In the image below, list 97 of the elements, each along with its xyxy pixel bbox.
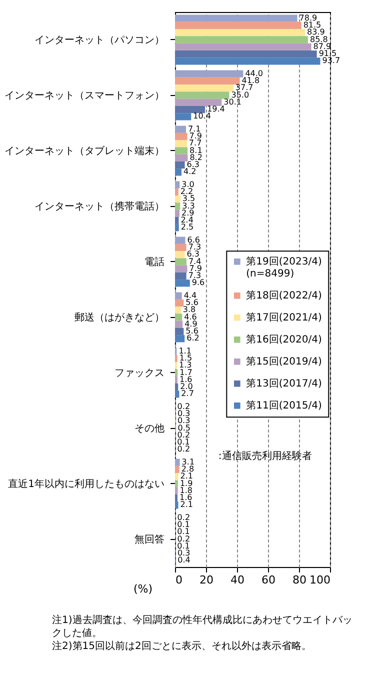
data-label: 10.4 <box>193 112 211 121</box>
data-label: 7.1 <box>188 124 201 134</box>
data-label: 0.2 <box>177 534 190 544</box>
data-label: 7.7 <box>188 138 202 148</box>
data-label: 3.5 <box>182 194 196 204</box>
data-label: 2.1 <box>180 500 193 510</box>
data-label: 19.4 <box>207 104 225 114</box>
text: 注1)過去調査は、今回調査の性年代構成比にあわせてウエイトバックした値。 <box>52 615 352 639</box>
data-label: 44.0 <box>245 68 264 78</box>
x-tick-label: 80 <box>292 574 306 586</box>
data-label: 1.6 <box>179 374 192 384</box>
data-label: 35.0 <box>231 90 250 100</box>
data-label: 87.9 <box>313 42 332 51</box>
data-label: 30.1 <box>224 97 242 106</box>
data-label: 83.9 <box>307 28 325 37</box>
data-label: 1.5 <box>179 353 192 362</box>
data-label: 0.2 <box>177 444 190 454</box>
data-label: 8.1 <box>190 146 202 155</box>
data-label: 41.8 <box>242 76 260 85</box>
data-label: 2.7 <box>181 389 194 398</box>
data-label: 2.8 <box>181 464 194 474</box>
data-label: 2.5 <box>180 222 194 232</box>
x-axis-title: (%) <box>134 582 153 596</box>
x-tick-label: 0 <box>176 574 182 586</box>
y-tick-label: ファックス <box>114 368 164 379</box>
data-label: 1.6 <box>179 493 192 502</box>
data-label: 3.8 <box>182 305 196 314</box>
legend-label: 第18回(2022/4) <box>246 290 322 302</box>
y-tick-label: 直近1年以内に利用したものはない <box>8 478 164 490</box>
data-label: 0.5 <box>178 423 191 432</box>
data-label: 4.2 <box>184 167 196 176</box>
legend-label: 第13回(2017/4) <box>246 378 322 390</box>
data-label: 0.1 <box>177 527 190 536</box>
data-label: 0.3 <box>177 416 190 426</box>
data-label: 2.2 <box>180 186 194 196</box>
data-label: 1.7 <box>180 368 192 377</box>
data-label: 85.8 <box>310 34 328 44</box>
y-tick-label: その他 <box>134 422 164 434</box>
data-label: 7.3 <box>188 271 202 280</box>
data-label: 4.9 <box>184 319 198 328</box>
y-tick-label: インターネット（パソコン） <box>34 34 164 46</box>
data-label: 6.3 <box>186 160 200 170</box>
text: 注2)第15回以前は2回ごとに表示、それ以外は表示省略。 <box>52 641 312 652</box>
legend-label: 第15回(2019/4) <box>246 356 322 368</box>
data-label: 37.7 <box>235 83 254 92</box>
x-tick-label: 100 <box>310 574 330 586</box>
x-tick-label: 60 <box>262 574 276 586</box>
legend-label: 第17回(2021/4) <box>246 312 322 324</box>
data-label: 1.9 <box>180 478 193 488</box>
data-label: 4.4 <box>184 290 197 300</box>
data-label: 0.2 <box>177 512 190 522</box>
data-label: 7.9 <box>189 131 202 140</box>
y-tick-label: 郵送（はがきなど） <box>74 311 164 324</box>
data-label: 9.6 <box>192 278 205 288</box>
data-label: 0.2 <box>177 430 190 440</box>
data-label: 6.6 <box>187 235 200 244</box>
data-label: 1.3 <box>179 360 192 370</box>
data-label: 91.5 <box>318 49 337 58</box>
legend-label: 第11回(2015/4) <box>246 400 322 412</box>
data-label: 3.3 <box>182 201 195 210</box>
data-label: 0.4 <box>178 556 190 565</box>
data-label: 93.7 <box>322 56 340 66</box>
data-label: 6.2 <box>186 334 200 343</box>
data-label: 81.5 <box>303 20 322 30</box>
y-tick-label: インターネット（スマートフォン） <box>4 90 164 102</box>
data-label: 0.3 <box>177 408 190 418</box>
y-tick-label: 無回答 <box>134 533 164 546</box>
annotation: :通信販売利用経験者 <box>218 450 312 462</box>
data-label: 78.9 <box>299 13 318 22</box>
data-label: 5.6 <box>186 298 198 307</box>
data-label: 7.3 <box>188 242 202 252</box>
legend-label: 第16回(2020/4) <box>246 334 322 346</box>
data-label: 1.8 <box>180 486 193 495</box>
y-tick-label: 電話 <box>144 256 164 268</box>
legend-label: 第19回(2023/4) (n=8499) <box>246 256 322 280</box>
data-label: 8.2 <box>190 152 202 162</box>
data-label: 2.1 <box>180 472 193 481</box>
data-label: 6.3 <box>186 250 200 259</box>
data-label: 4.6 <box>184 312 197 322</box>
data-label: 2.0 <box>180 382 193 392</box>
data-label: 7.4 <box>188 256 202 266</box>
data-label: 0.1 <box>177 520 190 529</box>
x-tick-label: 20 <box>200 574 214 586</box>
data-label: 7.9 <box>189 264 202 273</box>
data-label: 2.4 <box>180 216 194 225</box>
y-tick-label: インターネット（携帯電話） <box>34 200 164 212</box>
data-label: 0.2 <box>177 402 190 411</box>
data-label: 2.9 <box>181 208 194 218</box>
data-label: 5.6 <box>186 326 198 336</box>
data-label: 0.1 <box>177 438 190 447</box>
data-label: 0.3 <box>177 548 190 558</box>
y-tick-label: インターネット（タブレット端末） <box>4 144 164 157</box>
data-label: 1.1 <box>178 346 192 356</box>
data-label: 3.1 <box>182 457 195 466</box>
data-label: 0.1 <box>177 541 190 550</box>
data-label: 3.0 <box>182 180 194 189</box>
x-tick-label: 40 <box>230 574 244 586</box>
